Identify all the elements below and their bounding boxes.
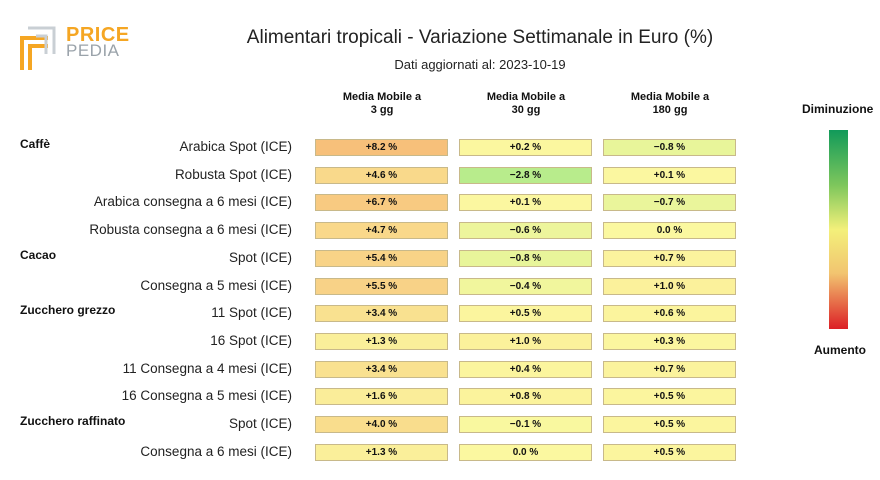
heatmap-cell: +0.3 % — [603, 332, 736, 350]
row-label: Consegna a 6 mesi (ICE) — [140, 443, 292, 459]
heatmap-cell: +0.1 % — [603, 166, 736, 184]
row-label: 16 Consegna a 5 mesi (ICE) — [121, 388, 292, 404]
row-label: Arabica consegna a 6 mesi (ICE) — [93, 194, 292, 210]
row-label: Robusta consegna a 6 mesi (ICE) — [89, 222, 292, 238]
row-label: Arabica Spot (ICE) — [179, 139, 292, 154]
heatmap-cell: +8.2 % — [315, 139, 448, 156]
heatmap-cell: −0.6 % — [459, 222, 592, 240]
heatmap-cell: +5.4 % — [315, 249, 448, 267]
heatmap-cell: +5.5 % — [315, 277, 448, 295]
heatmap-cell: +4.0 % — [315, 416, 448, 433]
heatmap-cell: +4.7 % — [315, 222, 448, 240]
pricepedia-logo: PRICE PEDIA — [18, 24, 130, 72]
row-label: Spot (ICE) — [228, 416, 292, 431]
row-label: Consegna a 5 mesi (ICE) — [140, 277, 292, 293]
heatmap-cell: −0.8 % — [603, 139, 736, 156]
heatmap-cell: +3.4 % — [315, 360, 448, 378]
logo-mark-icon — [20, 26, 56, 70]
heatmap-cell: +1.0 % — [459, 332, 592, 350]
heatmap-cell: +6.7 % — [315, 194, 448, 212]
heatmap-cell: +4.6 % — [315, 166, 448, 184]
heatmap-cell: +0.5 % — [603, 388, 736, 406]
heatmap-cell: +0.7 % — [603, 360, 736, 378]
group-label: Cacao — [20, 247, 57, 262]
heatmap-cell: +1.3 % — [315, 332, 448, 350]
heatmap-cell: 0.0 % — [603, 222, 736, 240]
heatmap-cell: +0.1 % — [459, 194, 592, 212]
heatmap-cell: −0.7 % — [603, 194, 736, 212]
heatmap-cell: +0.2 % — [459, 139, 592, 156]
heatmap-cell: −0.8 % — [459, 249, 592, 267]
heatmap-cell: +0.5 % — [603, 443, 736, 461]
logo-word-price: PRICE — [66, 24, 130, 46]
group-label: Caffè — [20, 137, 51, 151]
row-label: Robusta Spot (ICE) — [174, 166, 292, 182]
legend-label-decrease: Diminuzione — [802, 102, 874, 116]
heatmap-cell: −0.4 % — [459, 277, 592, 295]
heatmap-cell: +0.7 % — [603, 249, 736, 267]
heatmap-cell: +0.5 % — [459, 305, 592, 323]
legend-label-increase: Aumento — [814, 343, 866, 357]
chart-subtitle: Dati aggiornati al: 2023-10-19 — [394, 57, 566, 72]
heatmap-cell: +1.0 % — [603, 277, 736, 295]
heatmap-cell: +3.4 % — [315, 305, 448, 323]
heatmap-cell: +0.8 % — [459, 388, 592, 406]
group-label: Zucchero raffinato — [20, 414, 126, 428]
heatmap-cell: +0.5 % — [603, 416, 736, 433]
heatmap-cell: 0.0 % — [459, 443, 592, 461]
heatmap-cell: +0.6 % — [603, 305, 736, 323]
logo-word-pedia: PEDIA — [66, 41, 120, 60]
chart-title: Alimentari tropicali - Variazione Settim… — [246, 27, 714, 48]
heatmap-cell: +0.4 % — [459, 360, 592, 378]
heatmap-cell: +1.3 % — [315, 443, 448, 461]
row-label: 16 Spot (ICE) — [210, 332, 292, 348]
heatmap-cell: −2.8 % — [459, 166, 592, 184]
heatmap-cell: +1.6 % — [315, 388, 448, 406]
column-header-2: Media Mobile a 30 gg — [486, 91, 566, 116]
heatmap-cell: −0.1 % — [459, 416, 592, 433]
group-label: Zucchero grezzo — [20, 303, 116, 318]
row-label: 11 Spot (ICE) — [211, 305, 292, 321]
row-label: Spot (ICE) — [228, 249, 292, 265]
column-header-3: Media Mobile a 180 gg — [630, 91, 710, 116]
legend-color-scale — [829, 130, 848, 329]
row-label: 11 Consegna a 4 mesi (ICE) — [122, 360, 292, 376]
